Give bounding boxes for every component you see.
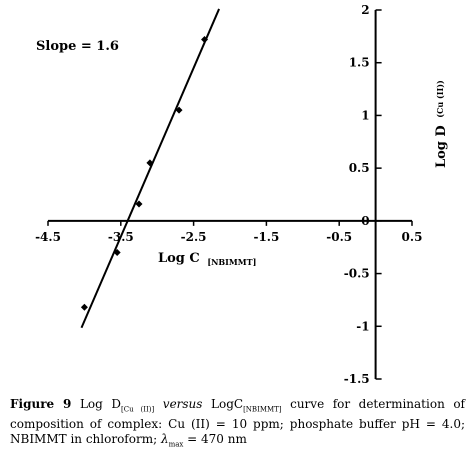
y-tick-label: 2	[361, 3, 369, 17]
x-axis-title-main: Log C	[158, 251, 200, 266]
caption-part1: Log D	[71, 397, 121, 411]
x-tick-label: -4.5	[35, 230, 61, 244]
y-axis-title-sub: (Cu (II))	[435, 80, 445, 118]
y-tick-label: -0.5	[344, 267, 370, 281]
data-point	[80, 303, 88, 311]
x-tick-label: 0.5	[402, 230, 423, 244]
y-tick-label: 0.5	[349, 161, 370, 175]
caption-sub1: [Cu (II)]	[120, 405, 155, 414]
data-point	[201, 36, 209, 44]
chart: -1.5-1-0.500.511.52 -4.5-3.5-2.5-1.5-0.5…	[35, 3, 449, 386]
data-point	[146, 159, 154, 167]
caption-versus: versus	[154, 397, 211, 411]
x-tick-label: -2.5	[181, 230, 207, 244]
slope-annotation: Slope = 1.6	[36, 39, 119, 54]
y-tick-label: 1	[361, 108, 369, 122]
figure-caption: Figure 9 Log D[Cu (II)] versus LogC[NBIM…	[10, 397, 465, 453]
caption-part3: curve for determination of composition o…	[10, 397, 465, 447]
x-tick-label: -1.5	[253, 230, 279, 244]
x-tick-label: -0.5	[326, 230, 352, 244]
y-axis: -1.5-1-0.500.511.52	[344, 3, 382, 386]
data-point	[175, 106, 183, 114]
data-point	[113, 248, 121, 256]
y-tick-label: -1.5	[344, 372, 370, 386]
y-tick-label: 1.5	[349, 56, 370, 70]
caption-lambda: λ	[160, 432, 169, 447]
fit-line	[80, 8, 220, 329]
caption-part2: LogC	[211, 397, 244, 411]
data-points	[80, 36, 209, 311]
y-axis-title: Log D (Cu (II))	[434, 80, 449, 168]
data-point	[135, 200, 143, 208]
y-axis-title-main: Log D	[434, 125, 449, 168]
caption-sub2: [NBIMMT]	[243, 405, 282, 414]
figure-label: Figure 9	[10, 397, 72, 411]
x-axis-title: Log C [NBIMMT]	[158, 251, 256, 267]
caption-part4: = 470 nm	[183, 432, 247, 447]
x-axis: -4.5-3.5-2.5-1.5-0.50.5	[35, 219, 423, 244]
y-tick-label: -1	[356, 319, 369, 333]
x-axis-title-sub: [NBIMMT]	[207, 257, 256, 267]
caption-lambda-sub: max	[168, 440, 184, 449]
